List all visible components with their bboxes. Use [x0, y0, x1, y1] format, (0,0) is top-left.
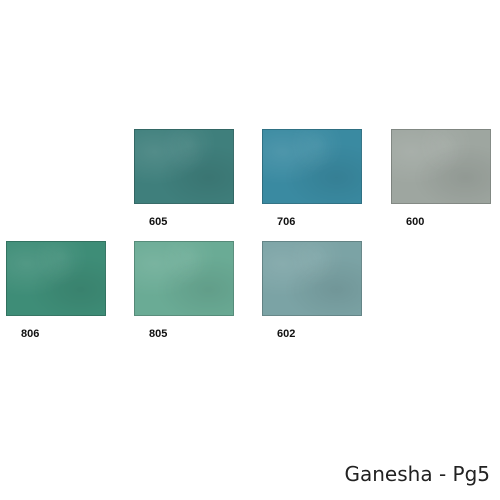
color-swatch-602 — [262, 241, 362, 316]
color-swatch-805 — [134, 241, 234, 316]
swatch-code-label: 706 — [277, 216, 296, 228]
swatch-code-label: 600 — [406, 216, 425, 228]
page-caption: Ganesha - Pg5 — [344, 462, 491, 486]
color-swatch-706 — [262, 129, 362, 204]
swatch-code-label: 602 — [277, 328, 296, 340]
swatch-code-label: 805 — [149, 328, 168, 340]
swatch-code-label: 806 — [21, 328, 40, 340]
swatch-code-label: 605 — [149, 216, 168, 228]
color-swatch-600 — [391, 129, 491, 204]
color-swatch-605 — [134, 129, 234, 204]
color-swatch-806 — [6, 241, 106, 316]
